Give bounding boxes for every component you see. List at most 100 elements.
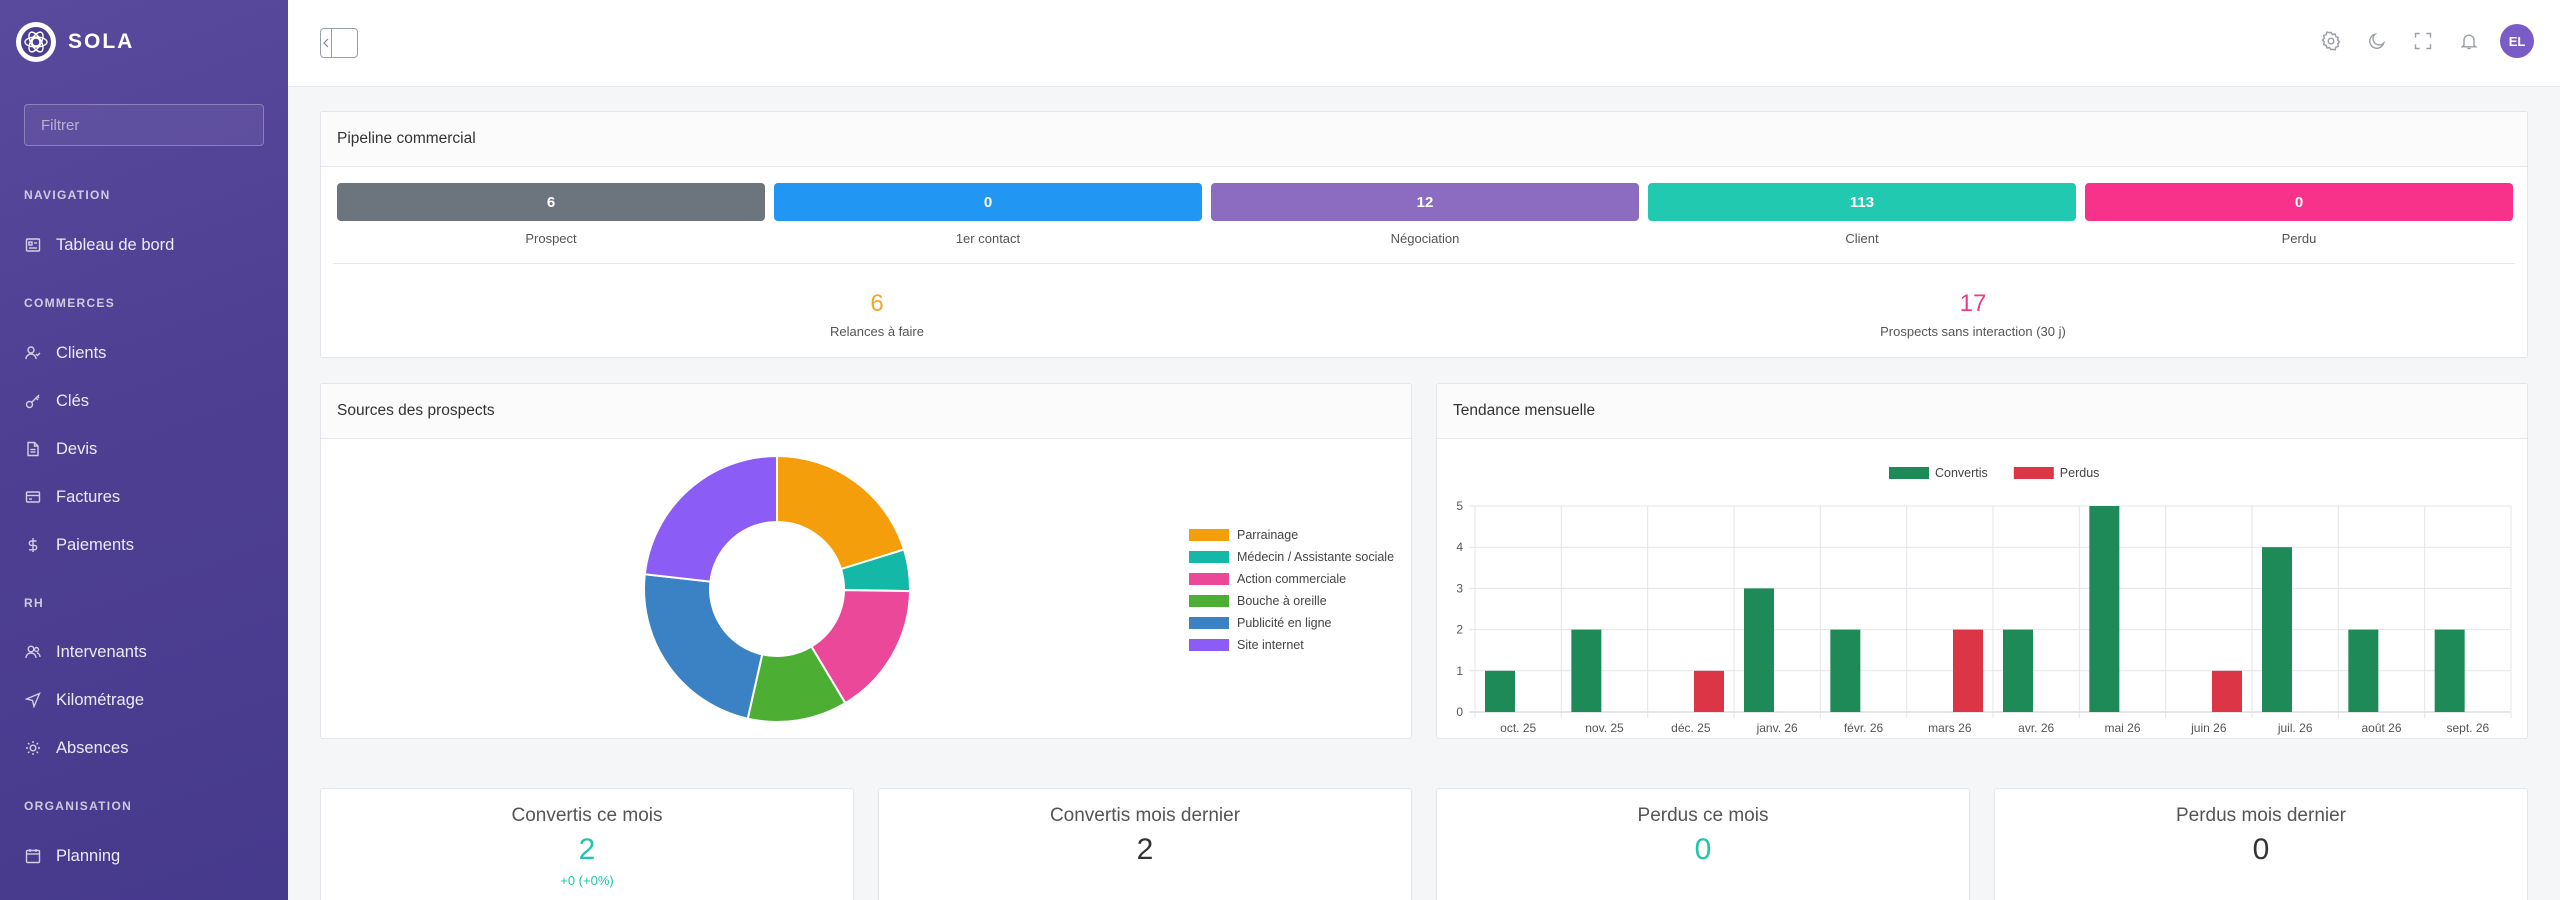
- bar-convertis[interactable]: [2089, 506, 2120, 712]
- stage-negociation: 12 Négociation: [1211, 183, 1639, 246]
- user-avatar[interactable]: EL: [2500, 24, 2534, 58]
- bar-perdus[interactable]: [1953, 629, 1983, 712]
- section-navigation: NAVIGATION: [24, 188, 111, 202]
- stat-value: 0: [2252, 833, 2270, 866]
- y-tick-label: 0: [1456, 705, 1463, 719]
- legend-label: Parrainage: [1237, 528, 1299, 542]
- sources-title: Sources des prospects: [321, 384, 1411, 439]
- legend-swatch: [1889, 467, 1929, 479]
- stat-value: 2: [1136, 833, 1154, 866]
- sidebar-item-label: Devis: [56, 439, 98, 458]
- trend-title: Tendance mensuelle: [1437, 384, 2527, 439]
- pipeline-card: Pipeline commercial 6 Prospect 0 1er con…: [320, 111, 2528, 358]
- stage-client-button[interactable]: 113: [1648, 183, 2076, 221]
- users-icon: [24, 344, 42, 362]
- stage-prospect-button[interactable]: 6: [337, 183, 765, 221]
- bar-convertis[interactable]: [1571, 629, 1602, 712]
- bar-convertis[interactable]: [1830, 629, 1861, 712]
- settings-icon[interactable]: [2316, 26, 2346, 56]
- stat-perdus-ce-mois: Perdus ce mois 0: [1436, 788, 1970, 900]
- sidebar-item-absences[interactable]: Absences: [24, 731, 274, 765]
- y-tick-label: 2: [1456, 623, 1463, 637]
- bar-perdus[interactable]: [1694, 670, 1724, 712]
- sidebar-toggle-button[interactable]: [320, 28, 358, 58]
- sidebar-item-kilometrage[interactable]: Kilométrage: [24, 683, 274, 717]
- sidebar-item-devis[interactable]: Devis: [24, 432, 274, 466]
- legend-label: Bouche à oreille: [1237, 594, 1327, 608]
- brand[interactable]: SOLA: [16, 22, 134, 62]
- kpi-label: Prospects sans interaction (30 j): [1880, 324, 2066, 339]
- legend-item[interactable]: Bouche à oreille: [1189, 590, 1394, 612]
- dashboard-icon: [24, 236, 42, 254]
- legend-label[interactable]: Convertis: [1935, 466, 1988, 480]
- donut-slice[interactable]: [643, 454, 778, 583]
- x-tick-label: août 26: [2361, 721, 2401, 735]
- kpi-value: 17: [1959, 290, 1987, 317]
- sources-donut-chart: [643, 454, 911, 723]
- stage-perdu: 0 Perdu: [2085, 183, 2513, 246]
- stage-negociation-button[interactable]: 12: [1211, 183, 1639, 221]
- x-tick-label: juil. 26: [2277, 721, 2313, 735]
- legend-label[interactable]: Perdus: [2060, 466, 2100, 480]
- bar-convertis[interactable]: [2348, 629, 2379, 712]
- navigation-icon: [24, 691, 42, 709]
- bar-convertis[interactable]: [2434, 629, 2465, 712]
- stage-client: 113 Client: [1648, 183, 2076, 246]
- legend-swatch: [1189, 573, 1229, 585]
- invoice-icon: [24, 488, 42, 506]
- donut-slice[interactable]: [643, 573, 764, 720]
- topbar: EL: [288, 0, 2560, 87]
- bar-convertis[interactable]: [2262, 547, 2292, 712]
- stage-perdu-button[interactable]: 0: [2085, 183, 2513, 221]
- bell-icon[interactable]: [2454, 26, 2484, 56]
- sidebar-item-paiements[interactable]: Paiements: [24, 528, 274, 562]
- sidebar-item-tableau-de-bord[interactable]: Tableau de bord: [24, 228, 274, 262]
- legend-swatch: [1189, 595, 1229, 607]
- legend-label: Publicité en ligne: [1237, 616, 1332, 630]
- legend-label: Site internet: [1237, 638, 1304, 652]
- stage-premier-contact-button[interactable]: 0: [774, 183, 1202, 221]
- fullscreen-icon[interactable]: [2408, 26, 2438, 56]
- x-tick-label: mars 26: [1928, 721, 1972, 735]
- stat-title: Perdus ce mois: [1637, 805, 1769, 826]
- bar-convertis[interactable]: [1485, 670, 1515, 712]
- x-tick-label: nov. 25: [1585, 721, 1624, 735]
- x-tick-label: juin 26: [2190, 721, 2227, 735]
- sidebar-item-cles[interactable]: Clés: [24, 384, 274, 418]
- sidebar-item-clients[interactable]: Clients: [24, 336, 274, 370]
- sidebar: SOLA NAVIGATION Tableau de bord COMMERCE…: [0, 0, 288, 900]
- kpi-prospects-sans-interaction[interactable]: 17 Prospects sans interaction (30 j): [1693, 290, 2253, 339]
- bar-convertis[interactable]: [1744, 588, 1774, 712]
- legend-swatch: [2013, 467, 2054, 479]
- sidebar-item-label: Intervenants: [56, 642, 147, 661]
- donut-slice[interactable]: [776, 454, 906, 571]
- bar-perdus[interactable]: [2212, 670, 2242, 712]
- sidebar-filter-input[interactable]: [24, 104, 264, 146]
- section-commerces: COMMERCES: [24, 296, 116, 310]
- y-tick-label: 3: [1456, 581, 1463, 595]
- stat-convertis-ce-mois: Convertis ce mois 2 +0 (+0%): [320, 788, 854, 900]
- chevron-left-icon: [321, 29, 332, 57]
- sidebar-item-planning[interactable]: Planning: [24, 839, 274, 873]
- kpi-relances[interactable]: 6 Relances à faire: [597, 290, 1157, 339]
- moon-icon[interactable]: [2362, 26, 2392, 56]
- x-tick-label: sept. 26: [2446, 721, 2489, 735]
- sidebar-item-factures[interactable]: Factures: [24, 480, 274, 514]
- x-tick-label: déc. 25: [1671, 721, 1711, 735]
- sidebar-item-label: Kilométrage: [56, 690, 145, 709]
- legend-item[interactable]: Médecin / Assistante sociale: [1189, 546, 1394, 568]
- sources-legend: Parrainage Médecin / Assistante sociale …: [1189, 524, 1394, 656]
- legend-item[interactable]: Site internet: [1189, 634, 1394, 656]
- legend-item[interactable]: Action commerciale: [1189, 568, 1394, 590]
- stat-perdus-mois-dernier: Perdus mois dernier 0: [1994, 788, 2528, 900]
- legend-item[interactable]: Publicité en ligne: [1189, 612, 1394, 634]
- legend-item[interactable]: Parrainage: [1189, 524, 1394, 546]
- donut-slice[interactable]: [810, 589, 911, 705]
- legend-label: Médecin / Assistante sociale: [1237, 550, 1395, 564]
- trend-card: Tendance mensuelle Convertis Perdus 0 1 2 3 4 5…: [1436, 383, 2528, 739]
- x-tick-label: avr. 26: [2018, 721, 2054, 735]
- document-icon: [24, 440, 42, 458]
- sidebar-item-intervenants[interactable]: Intervenants: [24, 635, 274, 669]
- bar-convertis[interactable]: [2003, 629, 2033, 712]
- legend-swatch: [1189, 639, 1229, 651]
